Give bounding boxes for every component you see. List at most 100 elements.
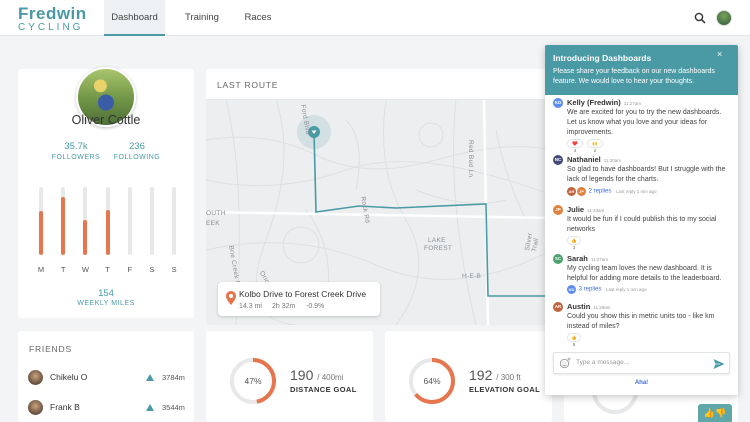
trend-up-icon (146, 404, 154, 411)
weekly-bar (83, 187, 88, 255)
weekly-bar-day-label: S (149, 265, 155, 274)
weekly-miles-value: 154 (98, 288, 114, 299)
feedback-toggle-button[interactable]: 👍👎 (698, 404, 732, 422)
powered-by-aha[interactable]: Aha! (634, 380, 649, 386)
map-label-creek: EEK (206, 220, 220, 227)
distance-goal-ring (230, 358, 276, 404)
friend-name: Chikelu O (50, 372, 88, 382)
weekly-bar-fill (39, 211, 43, 255)
reply-avatar: KD (567, 285, 576, 294)
message-author: Nathaniel 11:30am (567, 155, 621, 164)
distance-goal-card: 47% 190 / 400mi DISTANCE GOAL (206, 331, 373, 422)
followers-count[interactable]: 35.7k (64, 141, 88, 152)
avatar-initials: SC (554, 256, 562, 261)
friends-title: FRIENDS (29, 344, 72, 354)
map-header: LAST ROUTE (206, 69, 552, 100)
reaction-heart[interactable]: ❤️ 4 (567, 139, 583, 153)
author-name: Kelly (Fredwin) (567, 98, 621, 107)
weekly-bar-day-label: T (60, 265, 66, 274)
elevation-goal-label: ELEVATION GOAL (469, 385, 541, 394)
avatar-initials: JP (555, 207, 561, 212)
brand-name: Fredwin (18, 4, 87, 23)
weekly-bar-day-label: T (105, 265, 110, 274)
message-text: My cycling team loves the new dashboard.… (567, 265, 722, 282)
weekly-bar-day-label: F (127, 265, 133, 274)
weekly-bar-day-label: S (171, 265, 177, 274)
last-route-card: LAST ROUTE (206, 69, 552, 325)
last-reply: Last reply 1 min ago (606, 287, 647, 292)
elevation-goal-percent: 64% (423, 376, 441, 386)
send-icon[interactable] (713, 358, 725, 370)
avatar-initials: NC (554, 157, 562, 162)
followers-label: FOLLOWERS (51, 154, 101, 161)
top-nav-bar: Fredwin CYCLING Dashboard Training Races (0, 0, 750, 36)
user-avatar[interactable] (716, 10, 732, 26)
distance-goal-percent: 47% (244, 376, 262, 386)
message-replies[interactable]: KD 3 replies Last reply 1 min ago (567, 285, 647, 294)
replies-link[interactable]: 3 replies (578, 286, 602, 293)
message-time: 11:30am (603, 158, 621, 163)
elevation-goal-value: 192 / 300 ft (469, 367, 521, 383)
elevation-goal-target: / 300 ft (496, 373, 521, 382)
weekly-bar-day-label: W (81, 265, 89, 274)
map-label-south: OUTH (206, 210, 226, 217)
tab-races[interactable]: Races (244, 12, 272, 23)
author-name: Julie (567, 205, 585, 214)
message-time: 11:27am (590, 257, 609, 262)
feedback-panel: Introducing Dashboards × Please share yo… (545, 45, 738, 395)
friends-card: FRIENDS Chikelu O 3784m Frank B 3544m (18, 331, 194, 422)
distance-goal-progress (230, 358, 276, 404)
friend-distance: 3544m (162, 403, 185, 412)
distance-goal-value: 190 / 400mi (290, 367, 343, 383)
route-map[interactable]: Red Bud Ln Ford Blvd Rock Rd LAKE FOREST… (206, 100, 552, 325)
weekly-bar (150, 187, 154, 255)
message-avatar: AR (553, 302, 563, 312)
map-label-forest: FOREST (424, 245, 453, 252)
elevation-goal-progress (409, 358, 455, 404)
search-icon[interactable] (694, 12, 706, 24)
message-input[interactable]: Type a message... (553, 352, 730, 374)
following-count[interactable]: 236 (129, 141, 145, 152)
emoji-icon[interactable] (559, 357, 571, 369)
map-label-lake: LAKE (428, 237, 446, 244)
map-label-heb: H-E-B (462, 273, 482, 280)
reaction-thumbs-up[interactable]: 👍 5 (567, 333, 581, 347)
weekly-bar-fill (83, 219, 88, 255)
weekly-bar (105, 187, 110, 255)
message-replies[interactable]: AR JP 2 replies Last reply 1 min ago (567, 187, 657, 196)
author-name: Sarah (567, 254, 588, 263)
panel-title: Introducing Dashboards (553, 53, 652, 63)
message-text: It would be fun if I could publish this … (567, 216, 717, 233)
weekly-bar-fill (105, 210, 110, 255)
panel-header: Introducing Dashboards × Please share yo… (545, 45, 738, 95)
reaction-thumbs-up[interactable]: 👍 3 (567, 236, 581, 250)
elevation-goal-ring (409, 358, 455, 404)
brand-subtitle: CYCLING (18, 22, 84, 33)
weekly-bar (61, 187, 66, 255)
friend-avatar (28, 400, 43, 415)
close-icon[interactable]: × (717, 49, 723, 59)
weekly-bar (39, 187, 43, 255)
profile-name: Oliver Cottle (71, 113, 141, 127)
route-distance: 14.3 mi (239, 303, 262, 310)
friend-avatar (28, 370, 43, 385)
avatar-initials: KD (554, 100, 562, 105)
brand-logo[interactable]: Fredwin CYCLING (18, 5, 87, 33)
message-author: Julie 11:33am (567, 205, 604, 214)
message-avatar: SC (553, 254, 563, 264)
replies-link[interactable]: 2 replies (588, 188, 612, 195)
profile-photo (76, 67, 136, 127)
route-summary[interactable]: Kolbo Drive to Forest Creek Drive 14.3 m… (218, 282, 380, 316)
tab-dashboard[interactable]: Dashboard (104, 0, 165, 36)
route-grade: -0.9% (306, 303, 325, 310)
message-text: We are excited for you to try the new da… (567, 109, 722, 136)
tab-training[interactable]: Training (185, 12, 219, 23)
weekly-miles-label: WEEKLY MILES (77, 300, 135, 307)
distance-goal-current: 190 (290, 367, 314, 383)
weekly-bar-day-label: M (37, 265, 45, 274)
message-author: Kelly (Fredwin) 11:27am (567, 98, 641, 107)
profile-card: Oliver Cottle 35.7k FOLLOWERS 236 FOLLOW… (18, 67, 194, 318)
reaction-clap[interactable]: 🙌 2 (587, 139, 603, 153)
route-duration: 2h 32m (272, 303, 296, 310)
friend-name: Frank B (50, 402, 80, 412)
